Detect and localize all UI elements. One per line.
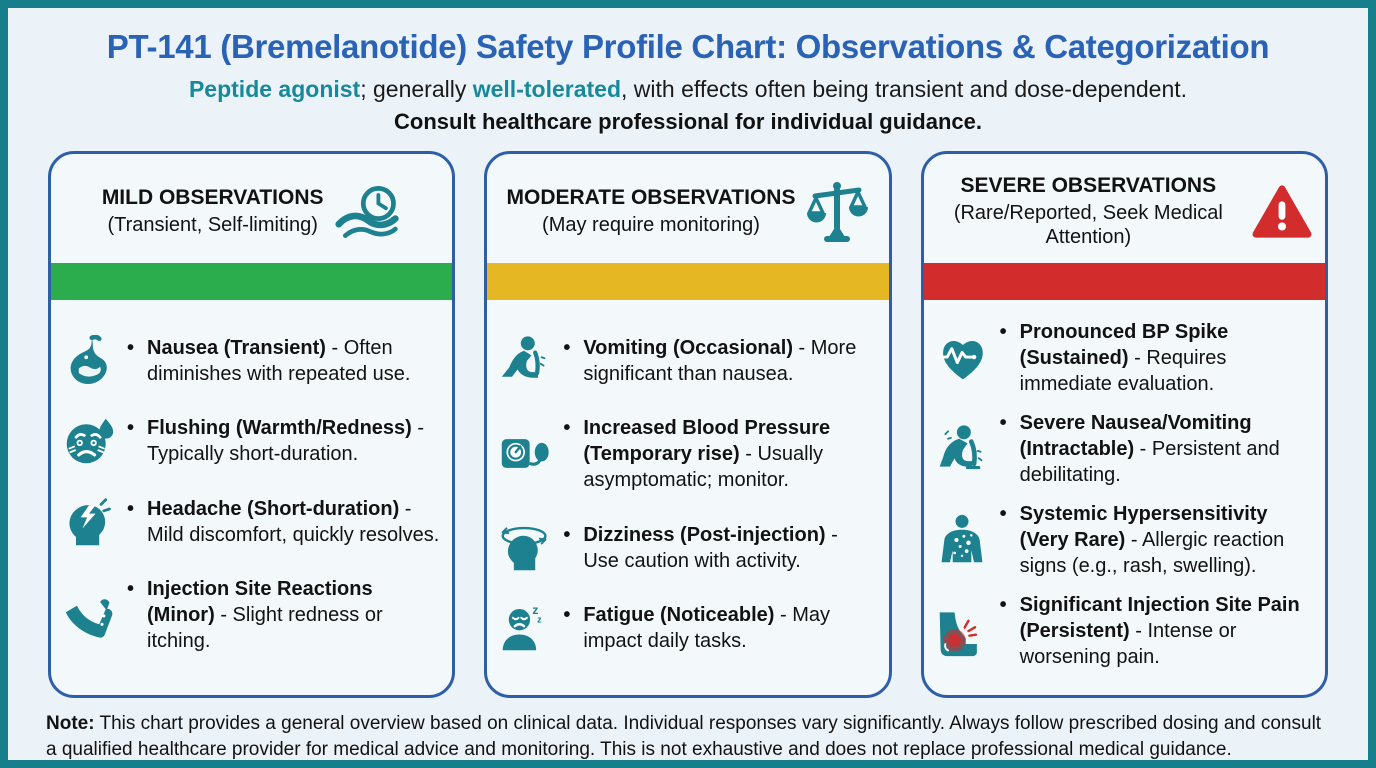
fatigue-person-icon: z z bbox=[495, 602, 555, 654]
card-mild-title: MILD OBSERVATIONS bbox=[101, 185, 324, 209]
note-label: Note: bbox=[46, 713, 95, 734]
headache-icon bbox=[59, 496, 119, 548]
rash-torso-icon bbox=[932, 514, 992, 566]
dizzy-head-icon bbox=[495, 522, 555, 574]
category-columns: MILD OBSERVATIONS (Transient, Self-limit… bbox=[48, 151, 1328, 698]
mild-items: Nausea (Transient) - Often diminishes wi… bbox=[51, 300, 452, 695]
moderate-color-bar bbox=[487, 263, 889, 300]
list-item: Headache (Short-duration) - Mild discomf… bbox=[59, 496, 440, 548]
mild-color-bar bbox=[51, 263, 453, 300]
injection-pain-icon bbox=[932, 605, 992, 657]
vomiting-person-icon bbox=[495, 335, 555, 387]
heart-pulse-icon bbox=[932, 332, 992, 384]
list-item: Nausea (Transient) - Often diminishes wi… bbox=[59, 334, 440, 387]
card-mild-header: MILD OBSERVATIONS (Transient, Self-limit… bbox=[51, 154, 452, 263]
page-subtitle-guidance: Consult healthcare professional for indi… bbox=[394, 109, 982, 134]
stomach-icon bbox=[59, 334, 119, 387]
severe-color-bar bbox=[923, 263, 1325, 300]
list-item: Increased Blood Pressure (Temporary rise… bbox=[495, 415, 876, 493]
card-severe-subtitle: (Rare/Reported, Seek Medical Attention) bbox=[953, 201, 1223, 248]
footer-note: Note: This chart provides a general over… bbox=[46, 713, 1322, 760]
clock-waves-icon bbox=[334, 181, 402, 243]
card-severe: SEVERE OBSERVATIONS (Rare/Reported, Seek… bbox=[920, 151, 1328, 698]
warning-triangle-icon bbox=[1251, 183, 1313, 241]
blood-pressure-icon bbox=[495, 428, 555, 480]
card-mild-subtitle: (Transient, Self-limiting) bbox=[107, 213, 318, 236]
card-mild: MILD OBSERVATIONS (Transient, Self-limit… bbox=[48, 151, 456, 698]
page-subtitle: Peptide agonist; generally well-tolerate… bbox=[188, 76, 1188, 102]
severe-items: Pronounced BP Spike (Sustained) - Requir… bbox=[924, 300, 1325, 695]
card-moderate-header: MODERATE OBSERVATIONS (May require monit… bbox=[487, 154, 888, 263]
svg-text:z: z bbox=[537, 615, 542, 625]
balance-scale-icon bbox=[805, 179, 869, 245]
subtitle-accent-peptide: Peptide agonist bbox=[188, 76, 361, 102]
list-item: Pronounced BP Spike (Sustained) - Requir… bbox=[932, 319, 1313, 397]
list-item: Severe Nausea/Vomiting (Intractable) - P… bbox=[932, 410, 1313, 488]
card-severe-header: SEVERE OBSERVATIONS (Rare/Reported, Seek… bbox=[924, 154, 1325, 263]
list-item: Significant Injection Site Pain (Persist… bbox=[932, 592, 1313, 670]
list-item: Injection Site Reactions (Minor) - Sligh… bbox=[59, 576, 440, 654]
card-moderate: MODERATE OBSERVATIONS (May require monit… bbox=[484, 151, 892, 698]
list-item: Flushing (Warmth/Redness) - Typically sh… bbox=[59, 415, 440, 467]
list-item: Dizziness (Post-injection) - Use caution… bbox=[495, 522, 876, 574]
card-moderate-title: MODERATE OBSERVATIONS bbox=[506, 185, 796, 209]
flushed-face-icon bbox=[59, 415, 119, 467]
bandaged-arm-icon bbox=[59, 589, 119, 641]
card-severe-title: SEVERE OBSERVATIONS bbox=[960, 173, 1217, 197]
list-item: Systemic Hypersensitivity (Very Rare) - … bbox=[932, 501, 1313, 579]
card-moderate-subtitle: (May require monitoring) bbox=[542, 213, 760, 236]
severe-vomiting-icon bbox=[932, 423, 992, 475]
list-item: z z Fatigue (Noticeable) - May impact da… bbox=[495, 602, 876, 654]
subtitle-accent-tolerated: well-tolerated bbox=[472, 76, 621, 102]
list-item: Vomiting (Occasional) - More significant… bbox=[495, 335, 876, 387]
page-title: PT-141 (Bremelanotide) Safety Profile Ch… bbox=[106, 28, 1270, 65]
svg-text:z: z bbox=[533, 603, 539, 617]
moderate-items: Vomiting (Occasional) - More significant… bbox=[487, 300, 888, 695]
